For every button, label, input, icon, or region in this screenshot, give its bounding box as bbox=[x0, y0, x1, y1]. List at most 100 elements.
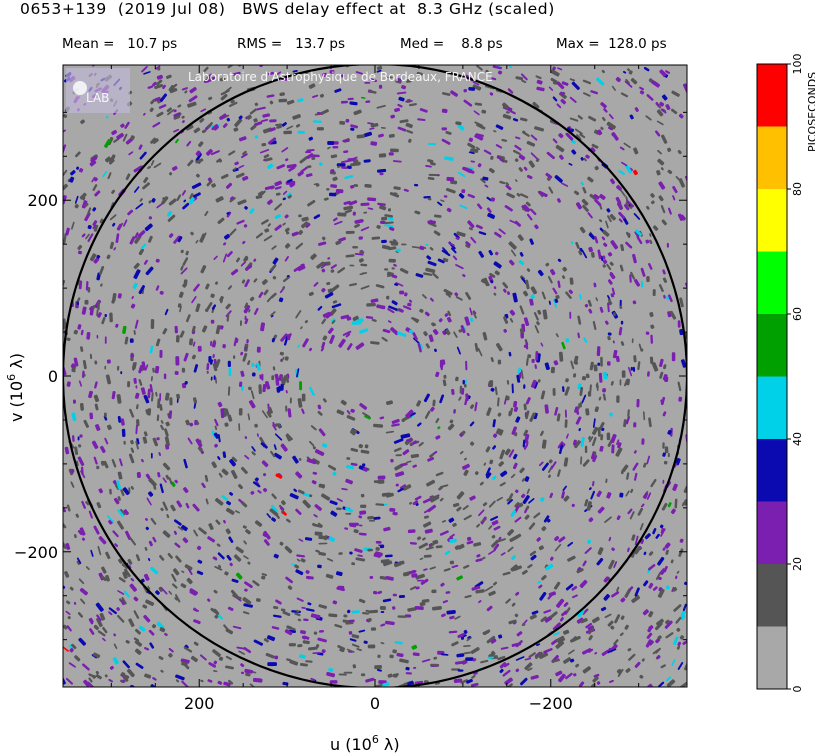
heatmap-cell bbox=[130, 486, 134, 490]
heatmap-cell bbox=[627, 508, 633, 515]
heatmap-cell bbox=[238, 423, 241, 431]
heatmap-cell bbox=[66, 625, 72, 632]
heatmap-cell bbox=[342, 139, 350, 143]
heatmap-cell bbox=[403, 188, 409, 192]
heatmap-cell bbox=[473, 110, 480, 116]
heatmap-cell bbox=[295, 242, 304, 250]
heatmap-cell bbox=[139, 198, 143, 202]
heatmap-cell bbox=[244, 581, 253, 589]
heatmap-cell bbox=[390, 458, 394, 463]
heatmap-cell bbox=[390, 327, 399, 336]
heatmap-cell bbox=[439, 361, 443, 371]
heatmap-cell bbox=[276, 71, 282, 76]
heatmap-cell bbox=[106, 359, 111, 364]
heatmap-cell bbox=[172, 583, 178, 589]
heatmap-cell bbox=[490, 638, 497, 644]
heatmap-cell bbox=[429, 453, 435, 458]
heatmap-cell bbox=[254, 135, 259, 139]
heatmap-cell bbox=[127, 209, 134, 216]
heatmap-cell bbox=[536, 86, 545, 92]
heatmap-cell bbox=[610, 240, 619, 250]
heatmap-cell bbox=[103, 412, 107, 418]
heatmap-cell bbox=[191, 182, 202, 190]
heatmap-cell bbox=[504, 448, 511, 456]
heatmap-cell bbox=[332, 471, 337, 476]
heatmap-cell bbox=[432, 328, 439, 336]
heatmap-cell bbox=[527, 354, 532, 358]
heatmap-cell bbox=[643, 580, 649, 587]
heatmap-cell bbox=[629, 511, 635, 520]
heatmap-cell bbox=[624, 379, 628, 387]
heatmap-cell bbox=[497, 397, 500, 407]
heatmap-cell bbox=[457, 669, 464, 672]
heatmap-cell bbox=[214, 497, 224, 506]
heatmap-cell bbox=[269, 508, 279, 517]
heatmap-cell bbox=[596, 557, 604, 566]
heatmap-cell bbox=[274, 655, 279, 660]
heatmap-cell bbox=[213, 589, 218, 594]
heatmap-cell bbox=[126, 668, 135, 678]
heatmap-cell bbox=[600, 126, 604, 131]
heatmap-cell bbox=[675, 616, 682, 624]
heatmap-cell bbox=[308, 136, 314, 141]
heatmap-cell bbox=[345, 512, 352, 515]
heatmap-cell bbox=[272, 421, 275, 426]
heatmap-cell bbox=[555, 598, 565, 608]
heatmap-cell bbox=[240, 153, 248, 159]
heatmap-cell bbox=[156, 414, 160, 422]
heatmap-cell bbox=[366, 302, 376, 307]
heatmap-cell bbox=[96, 309, 99, 317]
heatmap-cell bbox=[175, 679, 180, 683]
heatmap-cell bbox=[609, 271, 614, 277]
heatmap-cell bbox=[239, 320, 242, 326]
heatmap-cell bbox=[469, 404, 475, 409]
heatmap-cell bbox=[607, 332, 612, 336]
heatmap-cell bbox=[263, 289, 269, 296]
heatmap-cell bbox=[135, 554, 141, 562]
heatmap-cell bbox=[432, 272, 439, 279]
heatmap-cell bbox=[380, 220, 386, 224]
heatmap-cell bbox=[430, 663, 440, 667]
heatmap-cell bbox=[392, 192, 398, 195]
heatmap-cell bbox=[460, 325, 466, 334]
heatmap-cell bbox=[260, 442, 268, 449]
heatmap-cell bbox=[264, 157, 273, 162]
heatmap-cell bbox=[93, 456, 98, 465]
heatmap-cell bbox=[267, 163, 274, 170]
heatmap-cell bbox=[512, 462, 518, 470]
heatmap-cell bbox=[363, 131, 373, 138]
heatmap-cell bbox=[174, 594, 181, 603]
heatmap-cell bbox=[600, 434, 604, 441]
heatmap-cell bbox=[149, 384, 154, 393]
heatmap-cell bbox=[452, 502, 460, 508]
heatmap-cell bbox=[457, 632, 466, 639]
heatmap-cell bbox=[657, 556, 665, 566]
heatmap-cell bbox=[351, 562, 356, 566]
heatmap-cell bbox=[94, 424, 101, 431]
heatmap-cell bbox=[629, 586, 634, 591]
heatmap-cell bbox=[370, 627, 377, 631]
heatmap-cell bbox=[298, 538, 304, 542]
heatmap-cell bbox=[540, 497, 545, 502]
heatmap-cell bbox=[525, 342, 529, 350]
heatmap-cell bbox=[286, 192, 293, 199]
heatmap-cell bbox=[82, 359, 87, 370]
heatmap-cell bbox=[329, 70, 335, 74]
heatmap-cell bbox=[155, 285, 160, 291]
heatmap-cell bbox=[226, 500, 232, 506]
heatmap-cell bbox=[300, 263, 305, 267]
heatmap-cell bbox=[397, 487, 404, 493]
heatmap-cell bbox=[111, 129, 118, 136]
heatmap-cell bbox=[63, 584, 66, 589]
heatmap-cell bbox=[150, 517, 157, 525]
heatmap-cell bbox=[674, 575, 678, 580]
heatmap-cell bbox=[578, 428, 581, 432]
heatmap-cell bbox=[462, 463, 470, 470]
heatmap-cell bbox=[575, 663, 580, 668]
heatmap-cell bbox=[365, 316, 374, 319]
heatmap-cell bbox=[140, 387, 146, 395]
colorbar-tick-group: 100 bbox=[791, 54, 804, 75]
heatmap-cell bbox=[156, 74, 163, 80]
heatmap-cell bbox=[458, 396, 462, 401]
heatmap-cell bbox=[571, 594, 578, 599]
